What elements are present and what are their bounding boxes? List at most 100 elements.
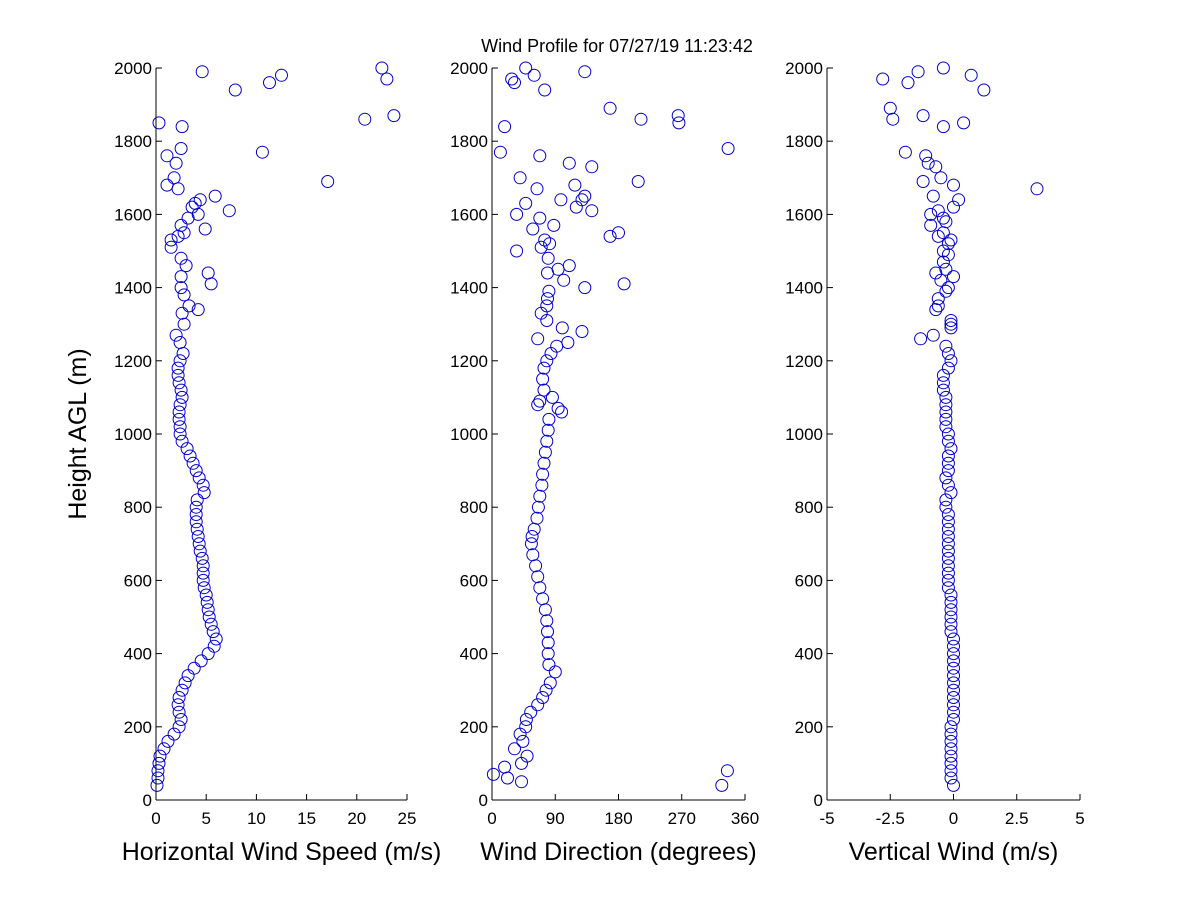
direction-data-point [672,116,686,130]
vertical-data-point [936,211,950,225]
speed-data-point [183,449,197,463]
vertical-data-point [941,544,955,558]
direction-data-point [537,383,551,397]
direction-data-point [538,603,552,617]
speed-data-point [358,112,372,126]
direction-data-point [525,530,539,543]
direction-data-point [671,109,685,123]
speed-data-point [164,240,178,254]
vertical-data-point [939,284,953,298]
speed-data-point [173,427,187,441]
vertical-data-point [939,390,953,404]
speed-data-point [190,522,204,536]
vertical-data-point [941,347,955,360]
vertical-data-point [926,189,940,203]
vertical-data-point [944,771,958,785]
vertical-data-point [939,420,953,434]
speed-data-point [189,464,203,478]
speed-data-point [187,661,201,675]
speed-data-point [172,405,186,419]
direction-data-point [603,229,617,243]
direction-data-point [501,771,514,785]
speed-y-tick-label: 1600 [114,205,152,224]
vertical-data-point [914,332,928,346]
speed-data-point [380,72,394,86]
direction-data-point [561,336,575,349]
direction-data-point [540,614,554,628]
direction-data-point [541,625,554,639]
vertical-data-point [939,500,953,514]
vertical-data-point [957,116,971,130]
vertical-data-point [941,566,955,580]
speed-data-point [167,171,181,185]
speed-y-tick-label: 200 [124,718,152,737]
vertical-data-point [947,647,960,661]
vertical-data-point [947,200,960,214]
vertical-x-tick-label: 0 [949,809,958,828]
speed-data-point [172,412,186,426]
vertical-data-point [941,522,955,536]
direction-x-tick-label: 180 [604,809,632,828]
vertical-wind-panel: 0 200 400 600 800 1000 1200 1400 1600 1800 2000 -5 -… [785,59,1085,866]
vertical-data-point [944,314,958,327]
direction-data-point [538,233,552,247]
vertical-data-point [939,215,953,229]
speed-data-point [199,588,213,602]
direction-data-point [516,734,530,748]
speed-data-point [201,266,215,280]
vertical-data-point [947,178,960,192]
direction-data-point [541,423,555,437]
vertical-data-point [947,632,960,646]
vertical-data-point [941,581,955,595]
vertical-data-point [944,233,958,247]
speed-data-point [171,182,185,196]
speed-data-point [174,281,188,295]
direction-data-point [498,760,512,774]
speed-data-point [175,434,189,448]
direction-data-point [603,101,617,115]
speed-data-point [200,595,214,609]
direction-data-point [536,691,550,704]
speed-data-point [173,420,187,434]
speed-data-point [174,713,188,726]
speed-data-point [172,691,186,704]
direction-data-point [720,764,734,778]
vertical-y-tick-label: 1800 [785,132,823,151]
direction-y-tick-label: 2000 [450,59,488,78]
direction-y-tick-label: 1800 [450,132,488,151]
direction-data-point [548,665,562,679]
vertical-data-point [916,175,930,188]
direction-data-point [631,175,645,188]
speed-data-point [174,251,188,265]
speed-data-point [255,145,269,159]
speed-data-point [177,226,191,240]
vertical-y-tick-label: 1000 [785,425,823,444]
direction-data-point [505,72,519,86]
speed-x-tick-label: 10 [247,809,266,828]
direction-data-point [617,277,631,291]
vertical-data-point [936,61,950,75]
direction-data-point [575,325,589,338]
speed-data-point [194,654,208,668]
speed-data-point [160,149,174,163]
speed-data-point [178,676,192,690]
vertical-data-point [941,464,955,478]
horizontal-wind-speed-panel: 0 200 400 600 800 1000 1200 1400 1600 1800 2000 0 5 1… [114,59,441,866]
speed-data-point [174,218,188,232]
vertical-data-point [947,676,960,690]
speed-data-point [181,669,195,683]
direction-y-tick-label: 1200 [450,352,488,371]
speed-data-point [152,756,166,770]
direction-data-point [543,237,557,251]
vertical-data-point [1030,182,1044,196]
direction-data-point [508,742,521,756]
direction-data-point [551,262,565,276]
vertical-y-tick-label: 200 [795,718,823,737]
direction-y-tick-label: 1400 [450,279,488,298]
vertical-data-point [883,101,897,115]
vertical-y-tick-label: 2000 [785,59,823,78]
speed-data-point [176,347,190,360]
direction-data-point [715,778,729,792]
vertical-data-point [944,756,958,770]
speed-data-point [174,383,188,397]
